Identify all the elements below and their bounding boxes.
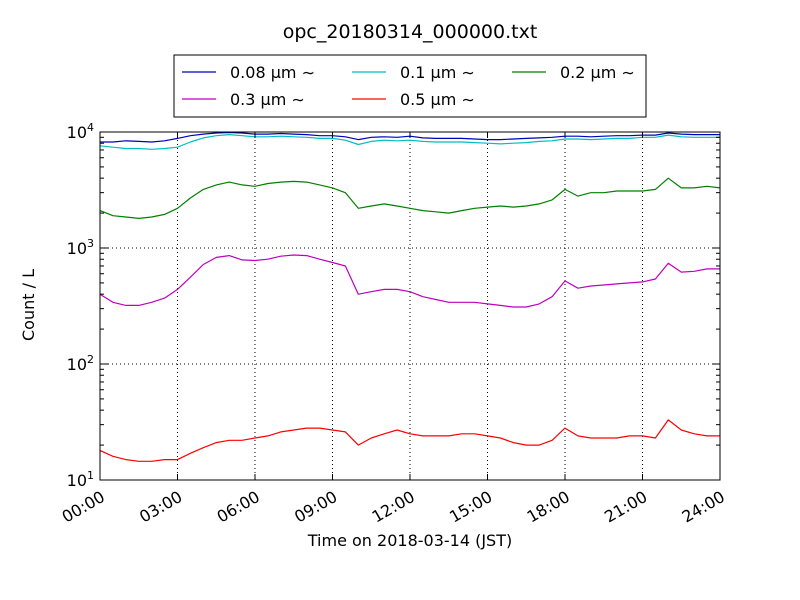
x-tick-label: 00:00 bbox=[59, 487, 108, 527]
y-tick-label: 103 bbox=[67, 237, 94, 258]
legend: 0.08 μm ∼ 0.1 μm ∼ 0.2 μm ∼ 0.3 μm ∼ 0.5 μm … bbox=[173, 54, 647, 118]
y-tick-label: 104 bbox=[67, 121, 94, 142]
x-tick-label: 03:00 bbox=[136, 487, 185, 527]
x-tick-label: 09:00 bbox=[291, 487, 340, 527]
y-tick-labels: 101 102 103 104 bbox=[67, 121, 94, 490]
x-tick-label: 21:00 bbox=[601, 487, 650, 527]
x-tick-label: 18:00 bbox=[524, 487, 573, 527]
series-line-4 bbox=[99, 419, 720, 462]
y-axis-label: Count / L bbox=[19, 269, 38, 341]
legend-box bbox=[173, 54, 647, 118]
x-tick-label: 15:00 bbox=[446, 487, 495, 527]
legend-label-4: 0.5 μm ∼ bbox=[400, 90, 475, 109]
x-tick-labels: 00:00 03:00 06:00 09:00 12:00 15:00 18:00 21:00… bbox=[59, 487, 728, 527]
x-tick-label: 06:00 bbox=[214, 487, 263, 527]
legend-label-0: 0.08 μm ∼ bbox=[230, 63, 315, 82]
grid-lines bbox=[100, 132, 720, 480]
series-line-1 bbox=[99, 134, 720, 150]
x-axis-label: Time on 2018-03-14 (JST) bbox=[307, 531, 512, 550]
y-tick-label: 102 bbox=[67, 353, 94, 374]
legend-label-1: 0.1 μm ∼ bbox=[400, 63, 475, 82]
y-tick-label: 101 bbox=[67, 469, 94, 490]
x-tick-label: 24:00 bbox=[679, 487, 728, 527]
series-line-2 bbox=[99, 177, 721, 219]
series-line-3 bbox=[99, 254, 720, 308]
plot-frame bbox=[99, 131, 721, 481]
legend-label-2: 0.2 μm ∼ bbox=[560, 63, 635, 82]
chart-title: opc_20180314_000000.txt bbox=[283, 21, 538, 43]
legend-label-3: 0.3 μm ∼ bbox=[230, 90, 305, 109]
x-tick-label: 12:00 bbox=[369, 487, 418, 527]
